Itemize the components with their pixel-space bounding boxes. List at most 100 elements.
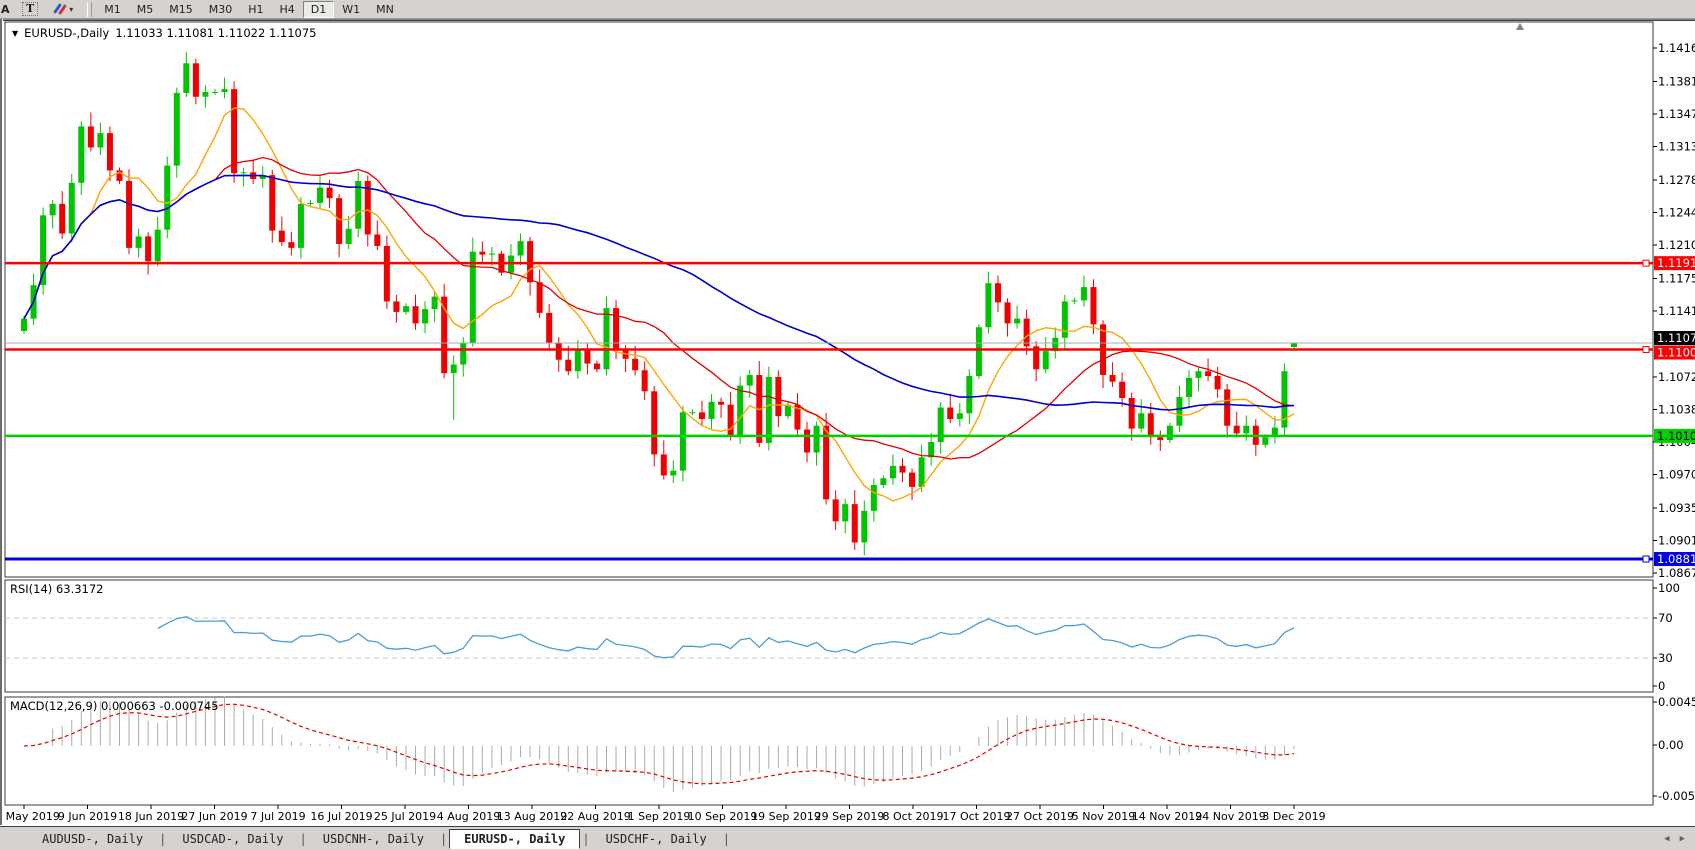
timeframe-button-h4[interactable]: H4 xyxy=(271,1,302,18)
chart-tab-usdchf[interactable]: USDCHF-, Daily xyxy=(605,831,707,846)
candle-body xyxy=(889,465,896,479)
timeframe-button-m30[interactable]: M30 xyxy=(201,1,241,18)
date-label: 10 Sep 2019 xyxy=(688,810,758,823)
candle-body xyxy=(765,376,772,443)
candle-body xyxy=(909,472,916,487)
timeframe-button-m1[interactable]: M1 xyxy=(96,1,129,18)
svg-text:1.13130: 1.13130 xyxy=(1658,140,1695,154)
candle-body xyxy=(718,401,725,405)
top-toolbar: A T ▾ M1 M5 M15 M30 H1 H4 D1 W1 MN xyxy=(0,0,1695,19)
chart-shift-marker-icon[interactable] xyxy=(1516,23,1524,30)
ma-8-line xyxy=(23,107,1295,502)
chevron-down-icon: ▾ xyxy=(69,4,74,14)
candle-body xyxy=(469,251,476,343)
svg-text:1.09350: 1.09350 xyxy=(1658,501,1695,515)
svg-text:0.00: 0.00 xyxy=(1658,738,1684,752)
candle-body xyxy=(613,308,620,350)
hline-handle[interactable] xyxy=(1642,346,1650,354)
candle-body xyxy=(355,180,362,229)
timeframe-button-m5[interactable]: M5 xyxy=(129,1,162,18)
candle-body xyxy=(412,306,419,324)
candle-body xyxy=(593,363,600,370)
candle-body xyxy=(603,308,610,370)
candle-body xyxy=(259,175,266,180)
panel-frames xyxy=(4,21,1654,806)
chart-tab-eurusd[interactable]: EURUSD-, Daily xyxy=(449,828,581,849)
candle-body xyxy=(269,175,276,231)
date-label: 30 May 2019 xyxy=(0,810,60,823)
candle-body xyxy=(546,312,553,343)
hline-handle[interactable] xyxy=(1642,259,1650,267)
svg-text:1.11075: 1.11075 xyxy=(1657,331,1695,345)
svg-text:1.11910: 1.11910 xyxy=(1657,256,1695,270)
candle-body xyxy=(126,180,133,248)
symbol-dropdown-icon[interactable]: ▼ xyxy=(12,28,19,38)
macd-panel[interactable]: 0.004536 0.00 -0.005205 MACD(12,26,9) 0.000… xyxy=(10,695,1695,803)
candle-body xyxy=(297,203,304,248)
svg-text:1.14160: 1.14160 xyxy=(1658,41,1695,55)
candle-body xyxy=(1128,397,1135,429)
candle-body xyxy=(1281,371,1288,428)
candle-body xyxy=(383,245,390,302)
candle-body xyxy=(479,251,486,255)
tab-separator: | xyxy=(582,831,590,846)
candle-body xyxy=(1061,301,1068,338)
svg-text:100: 100 xyxy=(1658,581,1680,595)
cutoff-toolbar-icon[interactable]: A xyxy=(1,2,10,16)
text-tool-icon: T xyxy=(22,2,39,16)
date-label: 17 Oct 2019 xyxy=(942,810,1010,823)
candle-body xyxy=(928,441,935,458)
scroll-left-icon[interactable]: ◀ xyxy=(1664,833,1670,844)
candle-body xyxy=(737,385,744,436)
svg-text:1.08670: 1.08670 xyxy=(1658,566,1695,580)
timeframe-button-mn[interactable]: MN xyxy=(368,1,402,18)
chart-tab-usdcnh[interactable]: USDCNH-, Daily xyxy=(322,831,424,846)
date-label: 27 Jun 2019 xyxy=(181,810,247,823)
date-label: 9 Jun 2019 xyxy=(58,810,117,823)
chart-tabs: AUDUSD-, Daily | USDCAD-, Daily | USDCNH-, D… xyxy=(28,828,732,849)
candle-body xyxy=(336,198,343,245)
chart-tab-audusd[interactable]: AUDUSD-, Daily xyxy=(42,831,144,846)
ma-55-line xyxy=(23,174,1295,411)
crayon-icon xyxy=(53,3,68,15)
candle-body xyxy=(68,182,75,234)
chart-tab-usdcad[interactable]: USDCAD-, Daily xyxy=(182,831,284,846)
drawing-tools-button[interactable]: ▾ xyxy=(47,1,80,18)
price-axis[interactable]: 1.14160 1.13810 1.13470 1.13130 1.12780 1.124… xyxy=(1653,41,1695,580)
candle-body xyxy=(221,89,228,92)
timeframe-button-h1[interactable]: H1 xyxy=(240,1,271,18)
text-label-tool-button[interactable]: T xyxy=(15,1,45,18)
timeframe-button-m15[interactable]: M15 xyxy=(161,1,201,18)
rsi-panel[interactable]: 100 70 30 0 RSI(14) 63.3172 xyxy=(5,581,1680,693)
candle-body xyxy=(59,203,66,234)
horizontal-lines[interactable] xyxy=(5,259,1653,563)
candle-body xyxy=(488,253,495,255)
candle-body xyxy=(1176,397,1183,426)
svg-text:1.09700: 1.09700 xyxy=(1658,467,1695,481)
candle-body xyxy=(670,470,677,476)
candle-body xyxy=(1262,437,1269,445)
candle-body xyxy=(1157,437,1164,441)
timeframe-button-d1[interactable]: D1 xyxy=(302,0,335,18)
candle-body xyxy=(1071,300,1078,302)
candle-body xyxy=(1023,318,1030,347)
toolbar-grip[interactable] xyxy=(87,1,93,17)
date-label: 13 Aug 2019 xyxy=(497,810,567,823)
timeframe-button-w1[interactable]: W1 xyxy=(334,1,368,18)
candle-body xyxy=(861,510,868,543)
svg-text:1.11410: 1.11410 xyxy=(1658,304,1695,318)
rsi-line xyxy=(157,616,1295,659)
hline-handle[interactable] xyxy=(1642,555,1650,563)
candle-body xyxy=(527,241,534,283)
date-label: 14 Nov 2019 xyxy=(1132,810,1202,823)
candle-body xyxy=(641,370,648,392)
candle-body xyxy=(1185,377,1192,398)
candle-body xyxy=(660,454,667,476)
candle-body xyxy=(651,391,658,455)
candle-body xyxy=(78,126,85,183)
scroll-right-icon[interactable]: ▶ xyxy=(1679,833,1685,844)
